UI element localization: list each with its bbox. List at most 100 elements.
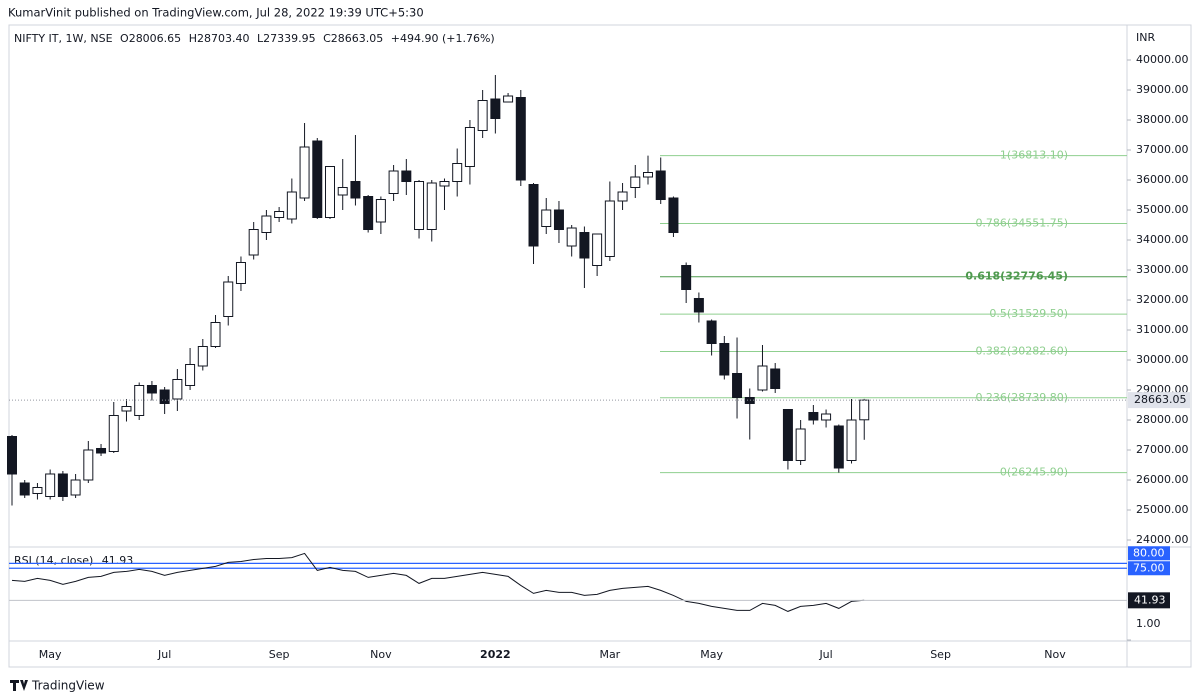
rsi-legend: RSI (14, close) 41.93 — [14, 554, 133, 567]
y-tick-label: 40000.00 — [1136, 53, 1189, 66]
candle-body — [159, 389, 170, 404]
y-tick-label: 24000.00 — [1136, 533, 1189, 546]
candle-body — [32, 486, 43, 494]
candle-body — [299, 146, 310, 199]
candle-body — [503, 95, 514, 103]
x-tick-label: 2022 — [480, 648, 511, 661]
candle-body — [490, 98, 501, 120]
candle-body — [96, 447, 107, 454]
ohlc-low: L27339.95 — [257, 32, 316, 45]
y-tick-label: 32000.00 — [1136, 293, 1189, 306]
candle-body — [732, 372, 743, 398]
rsi-level-label: 75.00 — [1133, 561, 1165, 574]
candle-body — [553, 209, 564, 231]
candle-body — [630, 176, 641, 189]
candle-body — [19, 482, 30, 496]
candle-body — [363, 196, 374, 231]
rsi-last-label: 41.93 — [1134, 593, 1166, 606]
candle-body — [515, 97, 526, 181]
candle-body — [261, 215, 272, 234]
y-tick-label: 36000.00 — [1136, 173, 1189, 186]
candle-body — [121, 405, 132, 412]
rsi-title: RSI (14, close) — [14, 554, 93, 567]
candle-body — [579, 232, 590, 259]
candle-body — [795, 428, 806, 461]
fib-level-label: 0.786(34551.75) — [975, 216, 1068, 229]
x-tick-label: May — [700, 648, 723, 661]
publisher-line: KumarVinit published on TradingView.com,… — [8, 6, 424, 20]
candle-body — [643, 172, 653, 178]
fib-level-label: 0.618(32776.45) — [965, 270, 1068, 283]
candle-body — [83, 449, 94, 481]
candle-body — [286, 191, 297, 220]
fib-level-label: 0(26245.90) — [1000, 466, 1068, 479]
candle-body — [401, 170, 412, 183]
candles — [7, 75, 870, 506]
ohlc-open: O28006.65 — [120, 32, 181, 45]
candle-body — [655, 170, 666, 201]
brand-name: TradingView — [31, 679, 105, 693]
x-tick-label: Jul — [157, 648, 171, 661]
ohlc-change: +494.90 (+1.76%) — [391, 32, 495, 45]
candle-body — [693, 297, 704, 313]
candle-body — [235, 262, 246, 285]
candle-body — [452, 163, 463, 183]
candle-body — [223, 281, 234, 317]
candle-body — [464, 127, 475, 168]
candle-body — [617, 191, 628, 202]
rsi-level-label: 80.00 — [1133, 546, 1165, 559]
candle-body — [541, 209, 552, 228]
candle-body — [821, 413, 832, 421]
candle-body — [681, 265, 692, 290]
last-price-box — [1128, 392, 1190, 409]
candle-body — [70, 479, 81, 496]
candle-body — [719, 342, 730, 376]
currency: INR — [1136, 31, 1155, 44]
candle-body — [770, 368, 781, 389]
y-tick-label: 39000.00 — [1136, 83, 1189, 96]
candle-body — [566, 227, 577, 247]
y-tick-label: 27000.00 — [1136, 443, 1189, 456]
candle-body — [185, 363, 196, 386]
rsi-tick-label: 1.00 — [1136, 617, 1161, 630]
candle-body — [808, 411, 819, 421]
fib-level-label: 0.382(30282.60) — [975, 345, 1068, 358]
y-tick-label: 37000.00 — [1136, 143, 1189, 156]
candle-body — [782, 408, 793, 461]
x-tick-label: Mar — [599, 648, 620, 661]
candle-body — [172, 378, 183, 400]
candle-body — [414, 181, 425, 231]
candle-body — [846, 419, 857, 461]
candle-body — [108, 414, 119, 452]
candle-body — [388, 170, 399, 195]
candle-body — [668, 197, 679, 234]
x-tick-label: Nov — [370, 648, 392, 661]
candle-body — [604, 200, 615, 258]
candle-body — [248, 229, 259, 256]
candle-body — [45, 473, 56, 497]
candle-body — [350, 181, 361, 199]
rsi-value: 41.93 — [102, 554, 134, 567]
fib-level-label: 0.5(31529.50) — [989, 307, 1068, 320]
y-tick-label: 28000.00 — [1136, 413, 1189, 426]
candle-body — [528, 184, 539, 247]
candle-body — [859, 399, 870, 421]
candle-body — [325, 166, 335, 219]
candle-body — [439, 181, 450, 187]
y-tick-label: 25000.00 — [1136, 503, 1189, 516]
y-tick-label: 33000.00 — [1136, 263, 1189, 276]
last-price-label: 28663.05 — [1134, 393, 1187, 406]
ohlc-close: C28663.05 — [323, 32, 383, 45]
candle-body — [57, 473, 68, 497]
chart-frame — [8, 24, 1192, 668]
x-tick-label: Sep — [930, 648, 951, 661]
candle-body — [337, 187, 348, 196]
rsi-level-box — [1128, 546, 1170, 561]
brand-logo — [10, 680, 28, 691]
candle-body — [744, 396, 755, 404]
y-tick-label: 30000.00 — [1136, 353, 1189, 366]
y-tick-label: 35000.00 — [1136, 203, 1189, 216]
candle-body — [274, 211, 285, 219]
y-tick-label: 26000.00 — [1136, 473, 1189, 486]
